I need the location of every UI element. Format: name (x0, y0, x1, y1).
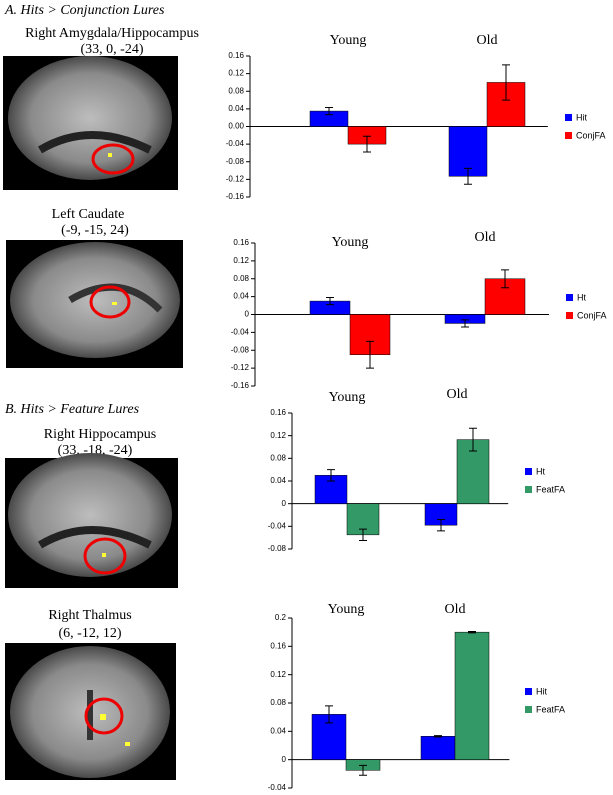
error-bar (464, 167, 472, 185)
y-tick-label: 0.00 (228, 122, 244, 131)
region-name: Right Amygdala/Hippocampus (25, 26, 199, 41)
legend-swatch (525, 486, 532, 493)
y-tick-label: 0.04 (270, 726, 286, 735)
y-tick-label: -0.04 (268, 521, 287, 530)
legend-label: ConjFA (576, 130, 606, 140)
error-bar (469, 427, 477, 452)
y-tick-label: 0.04 (233, 292, 249, 301)
y-tick-label: 0.12 (228, 69, 244, 78)
legend-label: ConjFA (577, 310, 607, 320)
y-tick-label: -0.12 (231, 363, 250, 372)
legend-swatch (565, 132, 572, 139)
y-tick-label: 0 (245, 310, 250, 319)
legend-label: Hit (576, 112, 587, 122)
category-label: Young (332, 235, 369, 250)
error-bar (434, 735, 442, 738)
category-label: Old (445, 602, 466, 617)
region-name: Right Hippocampus (44, 427, 156, 442)
y-tick-label: 0.08 (228, 86, 244, 95)
brain-image (6, 240, 183, 368)
region-coords: (-9, -15, 24) (61, 223, 129, 238)
error-bar (437, 519, 445, 532)
region-name: Right Thalmus (48, 608, 131, 623)
y-tick-label: -0.08 (268, 544, 287, 553)
bar (454, 631, 490, 760)
y-tick-label: 0.16 (270, 641, 286, 650)
category-label: Young (329, 390, 366, 405)
region-coords: (6, -12, 12) (59, 626, 122, 641)
error-bar (366, 340, 374, 369)
legend-swatch (525, 468, 532, 475)
y-tick-label: -0.16 (226, 192, 245, 201)
category-label: Old (477, 33, 498, 48)
legend-swatch (566, 294, 573, 301)
legend-label: FeatFA (536, 704, 565, 714)
error-bar (325, 107, 333, 116)
error-bar (359, 528, 367, 541)
y-tick-label: 0.12 (270, 670, 286, 679)
y-tick-label: -0.16 (231, 381, 250, 390)
error-bar (502, 64, 510, 101)
section-label: A. Hits > Conjunction Lures (4, 3, 165, 18)
y-tick-label: 0.04 (270, 476, 286, 485)
y-tick-label: 0.08 (233, 274, 249, 283)
legend-label: Hit (536, 686, 547, 696)
y-tick-label: 0.16 (233, 238, 249, 247)
y-tick-label: 0.04 (228, 104, 244, 113)
legend-label: FeatFA (536, 484, 565, 494)
brain-image (5, 643, 176, 780)
brain-image (3, 56, 178, 190)
category-label: Old (475, 230, 496, 245)
category-label: Young (330, 33, 367, 48)
error-bar (359, 764, 367, 776)
y-tick-label: 0.08 (270, 698, 286, 707)
category-label: Young (328, 602, 365, 617)
y-tick-label: -0.04 (226, 139, 245, 148)
error-bar (363, 135, 371, 153)
legend-swatch (525, 688, 532, 695)
legend-swatch (566, 312, 573, 319)
y-tick-label: 0.2 (275, 613, 287, 622)
y-tick-label: 0 (282, 755, 287, 764)
error-bar (325, 705, 333, 724)
y-tick-label: -0.04 (268, 783, 287, 792)
brain-image (5, 453, 178, 588)
y-tick-label: 0.12 (233, 256, 249, 265)
error-bar (327, 469, 335, 482)
y-tick-label: 0.08 (270, 453, 286, 462)
y-tick-label: 0.12 (270, 431, 286, 440)
error-bar (468, 630, 476, 634)
y-tick-label: 0.16 (270, 408, 286, 417)
y-tick-label: 0.16 (228, 51, 244, 60)
section-label: B. Hits > Feature Lures (5, 402, 140, 417)
error-bar (326, 297, 334, 306)
legend-swatch (565, 114, 572, 121)
legend-label: Ht (536, 466, 545, 476)
bar (420, 736, 456, 760)
y-tick-label: 0 (282, 499, 287, 508)
category-label: Old (447, 387, 468, 402)
y-tick-label: -0.08 (231, 345, 250, 354)
error-bar (461, 319, 469, 328)
region-coords: (33, 0, -24) (81, 42, 144, 57)
legend-swatch (525, 706, 532, 713)
y-tick-label: -0.08 (226, 157, 245, 166)
y-tick-label: -0.12 (226, 174, 245, 183)
region-name: Left Caudate (52, 207, 125, 222)
error-bar (501, 269, 509, 289)
legend-label: Ht (577, 292, 586, 302)
y-tick-label: -0.04 (231, 327, 250, 336)
